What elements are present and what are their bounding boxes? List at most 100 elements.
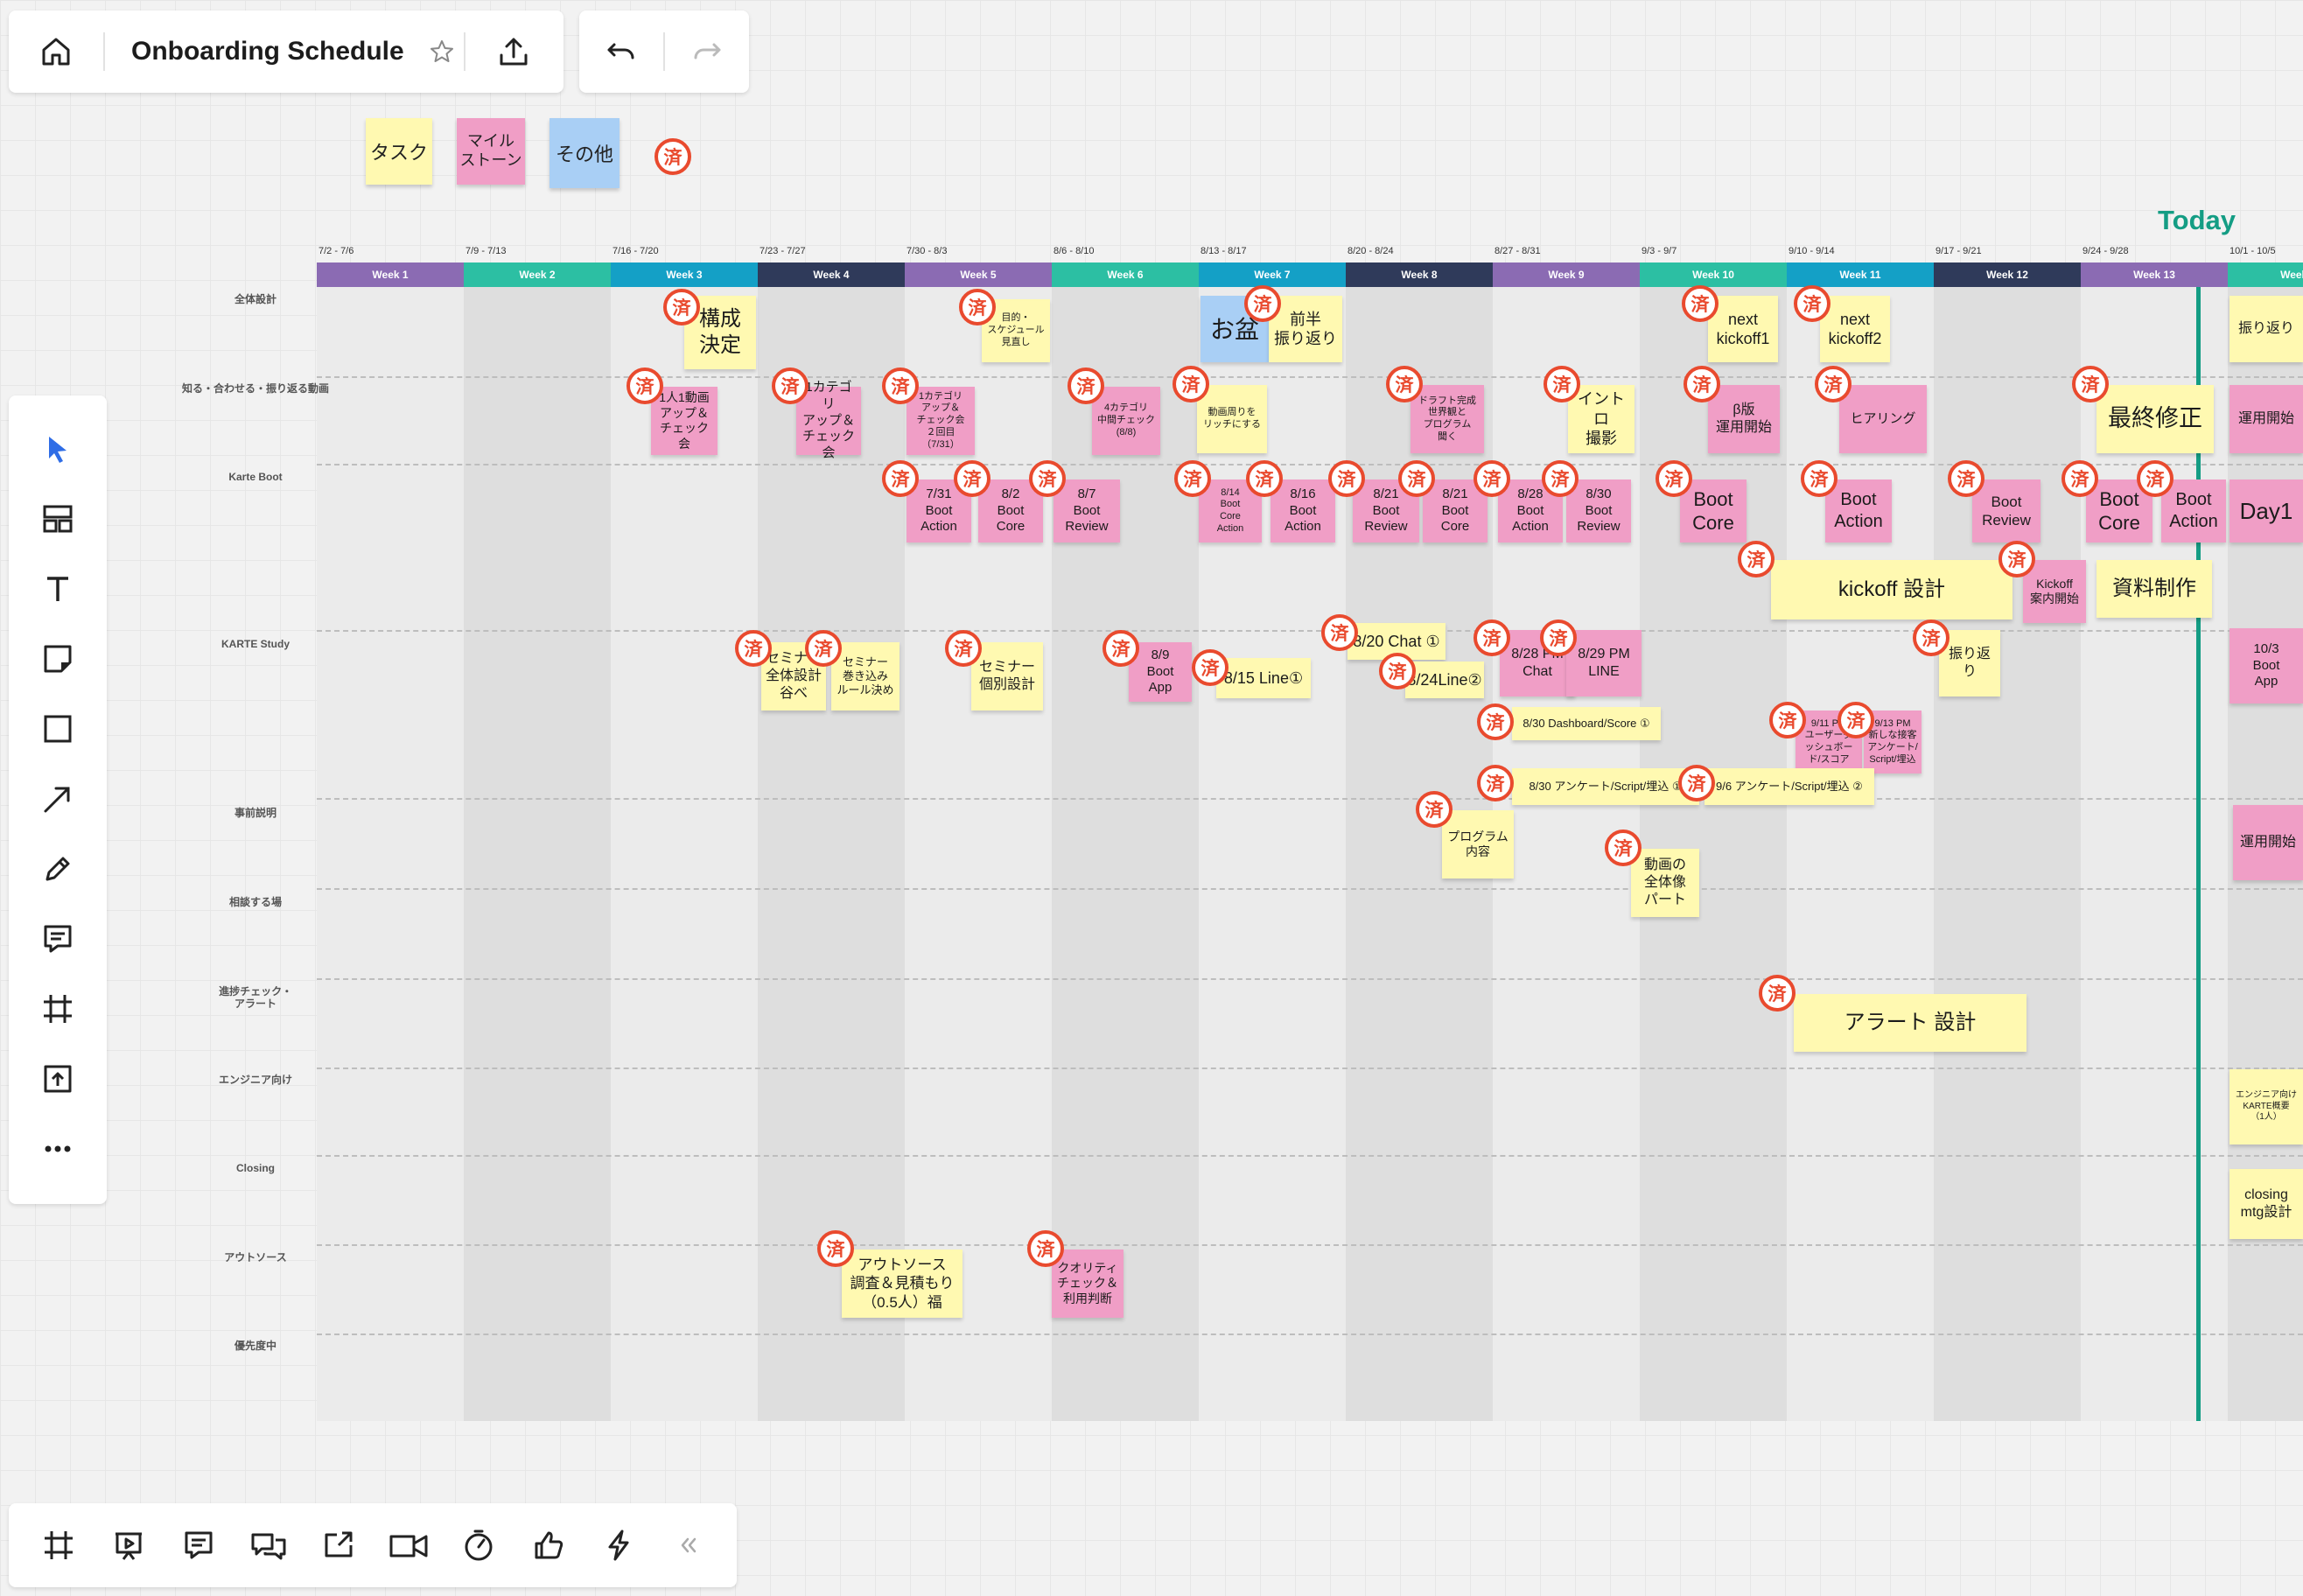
comment-tool[interactable] [9, 908, 107, 970]
done-stamp[interactable]: 済 [1102, 630, 1139, 667]
done-stamp[interactable]: 済 [1682, 285, 1718, 322]
done-stamp-legend[interactable]: 済 [654, 138, 691, 175]
done-stamp[interactable]: 済 [959, 289, 996, 326]
done-stamp[interactable]: 済 [1474, 460, 1510, 497]
star-button[interactable] [420, 38, 464, 65]
sticky-note[interactable]: セミナー 個別設計 [971, 642, 1043, 710]
done-stamp[interactable]: 済 [626, 368, 663, 404]
done-stamp[interactable]: 済 [1769, 702, 1806, 738]
done-stamp[interactable]: 済 [817, 1230, 854, 1267]
done-stamp[interactable]: 済 [1246, 460, 1283, 497]
sticky-note[interactable]: 8/28 PM Chat [1500, 630, 1575, 696]
sticky-note[interactable]: 目的・ スケジュール 見直し [982, 299, 1050, 362]
sticky-note[interactable]: 動画の 全体像 パート [1631, 849, 1699, 917]
sticky-note[interactable]: 9/6 アンケート/Script/埋込 ② [1704, 768, 1874, 805]
done-stamp[interactable]: 済 [1328, 460, 1365, 497]
sticky-note[interactable]: 8/7 Boot Review [1054, 480, 1120, 542]
done-stamp[interactable]: 済 [1948, 460, 1984, 497]
done-stamp[interactable]: 済 [2137, 460, 2174, 497]
sticky-note[interactable]: エンジニア向け KARTE概要 （1人） [2230, 1069, 2303, 1144]
pen-tool[interactable] [9, 838, 107, 900]
frame-tool[interactable] [9, 978, 107, 1040]
done-stamp[interactable]: 済 [1838, 702, 1874, 738]
done-stamp[interactable]: 済 [1542, 460, 1578, 497]
done-stamp[interactable]: 済 [1544, 366, 1580, 402]
done-stamp[interactable]: 済 [1398, 460, 1435, 497]
done-stamp[interactable]: 済 [805, 630, 842, 667]
done-stamp[interactable]: 済 [1477, 704, 1514, 740]
power-ups-button[interactable] [584, 1503, 653, 1587]
sticky-note[interactable]: 4カテゴリ 中間チェック (8/8) [1092, 387, 1160, 455]
done-stamp[interactable]: 済 [945, 630, 982, 667]
sticky-note[interactable]: Boot Action [2161, 480, 2226, 542]
sticky-note[interactable]: 8/16 Boot Action [1270, 480, 1335, 542]
done-stamp[interactable]: 済 [1913, 620, 1950, 656]
share-button[interactable] [466, 34, 562, 69]
sticky-note[interactable]: 1人1動画 アップ＆ チェック会 [651, 387, 718, 455]
done-stamp[interactable]: 済 [2062, 460, 2098, 497]
sticky-note[interactable]: Kickoff 案内開始 [2023, 560, 2086, 623]
legend-task[interactable]: タスク [366, 118, 432, 185]
done-stamp[interactable]: 済 [1192, 649, 1228, 686]
templates-tool[interactable] [9, 488, 107, 550]
upload-tool[interactable] [9, 1048, 107, 1110]
done-stamp[interactable]: 済 [735, 630, 772, 667]
done-stamp[interactable]: 済 [1416, 791, 1452, 828]
done-stamp[interactable]: 済 [1998, 541, 2035, 578]
done-stamp[interactable]: 済 [882, 368, 919, 404]
done-stamp[interactable]: 済 [1474, 620, 1510, 656]
home-button[interactable] [9, 34, 103, 69]
done-stamp[interactable]: 済 [1172, 366, 1209, 402]
week-header[interactable]: Week 2 [464, 262, 611, 287]
sticky-note[interactable]: closing mtg設計 [2230, 1169, 2303, 1239]
frames-button[interactable] [24, 1503, 93, 1587]
done-stamp[interactable]: 済 [1759, 975, 1796, 1012]
done-stamp[interactable]: 済 [1815, 366, 1852, 402]
undo-button[interactable] [579, 34, 663, 69]
done-stamp[interactable]: 済 [1174, 460, 1211, 497]
done-stamp[interactable]: 済 [1029, 460, 1066, 497]
sticky-note[interactable]: 9/11 PM ユーザーダ ッシュボー ド/スコア [1796, 710, 1862, 774]
board-title[interactable]: Onboarding Schedule [131, 37, 404, 66]
screen-share-button[interactable] [304, 1503, 373, 1587]
done-stamp[interactable]: 済 [1684, 366, 1720, 402]
week-header[interactable]: Week 1 [317, 262, 464, 287]
done-stamp[interactable]: 済 [2072, 366, 2109, 402]
text-tool[interactable] [9, 558, 107, 620]
done-stamp[interactable]: 済 [1678, 765, 1715, 802]
sticky-note[interactable]: kickoff 設計 [1771, 560, 2012, 620]
sticky-note[interactable]: 8/28 Boot Action [1498, 480, 1563, 542]
week-header[interactable]: Week 10 [1640, 262, 1787, 287]
done-stamp[interactable]: 済 [1321, 614, 1358, 651]
shape-tool[interactable] [9, 698, 107, 760]
week-header[interactable]: Week 9 [1493, 262, 1640, 287]
sticky-note[interactable]: セミナー 巻き込み ルール決め [831, 642, 900, 710]
connector-tool[interactable] [9, 768, 107, 830]
week-header[interactable]: Week 6 [1052, 262, 1199, 287]
sticky-note[interactable]: イントロ 撮影 [1568, 385, 1634, 453]
done-stamp[interactable]: 済 [1068, 368, 1104, 404]
done-stamp[interactable]: 済 [1794, 285, 1830, 322]
sticky-note[interactable]: 振り返り [2230, 296, 2303, 362]
done-stamp[interactable]: 済 [882, 460, 919, 497]
sticky-note[interactable]: 8/24Line② [1405, 662, 1484, 698]
sticky-note[interactable]: 8/30 Boot Review [1566, 480, 1631, 542]
sticky-note[interactable]: 1カテゴリ アップ＆ チェック会 ２回目（7/31） [906, 387, 975, 455]
sticky-note[interactable]: 8/29 PM LINE [1566, 630, 1642, 696]
done-stamp[interactable]: 済 [1738, 541, 1774, 578]
sticky-note[interactable]: 8/9 Boot App [1129, 642, 1192, 702]
sticky-note[interactable]: next kickoff1 [1708, 296, 1778, 362]
done-stamp[interactable]: 済 [1477, 765, 1514, 802]
done-stamp[interactable]: 済 [954, 460, 990, 497]
week-header[interactable]: Week 7 [1199, 262, 1346, 287]
comments-button[interactable] [164, 1503, 233, 1587]
week-header[interactable]: Week 12 [1934, 262, 2081, 287]
sticky-note[interactable]: Day1 [2230, 480, 2303, 542]
sticky-note[interactable]: 運用開始 [2230, 385, 2303, 453]
sticky-note[interactable]: 資料制作 [2096, 560, 2212, 618]
timer-button[interactable] [444, 1503, 513, 1587]
done-stamp[interactable]: 済 [1386, 366, 1423, 402]
done-stamp[interactable]: 済 [1244, 285, 1281, 322]
legend-other[interactable]: その他 [550, 118, 620, 188]
sticky-note[interactable]: Boot Core [1680, 480, 1746, 542]
